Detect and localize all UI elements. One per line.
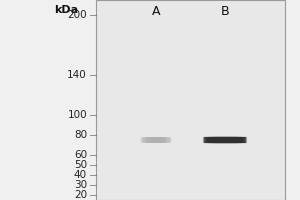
Text: 40: 40 <box>74 170 87 180</box>
Text: 50: 50 <box>74 160 87 170</box>
Text: 30: 30 <box>74 180 87 190</box>
Text: A: A <box>152 5 160 18</box>
Text: 100: 100 <box>68 110 87 120</box>
Text: 60: 60 <box>74 150 87 160</box>
Bar <box>96 0 285 200</box>
Text: B: B <box>221 5 229 18</box>
Text: 80: 80 <box>74 130 87 140</box>
Text: kDa: kDa <box>54 5 78 15</box>
Text: 140: 140 <box>67 70 87 80</box>
Text: 20: 20 <box>74 190 87 200</box>
Text: 200: 200 <box>68 10 87 20</box>
